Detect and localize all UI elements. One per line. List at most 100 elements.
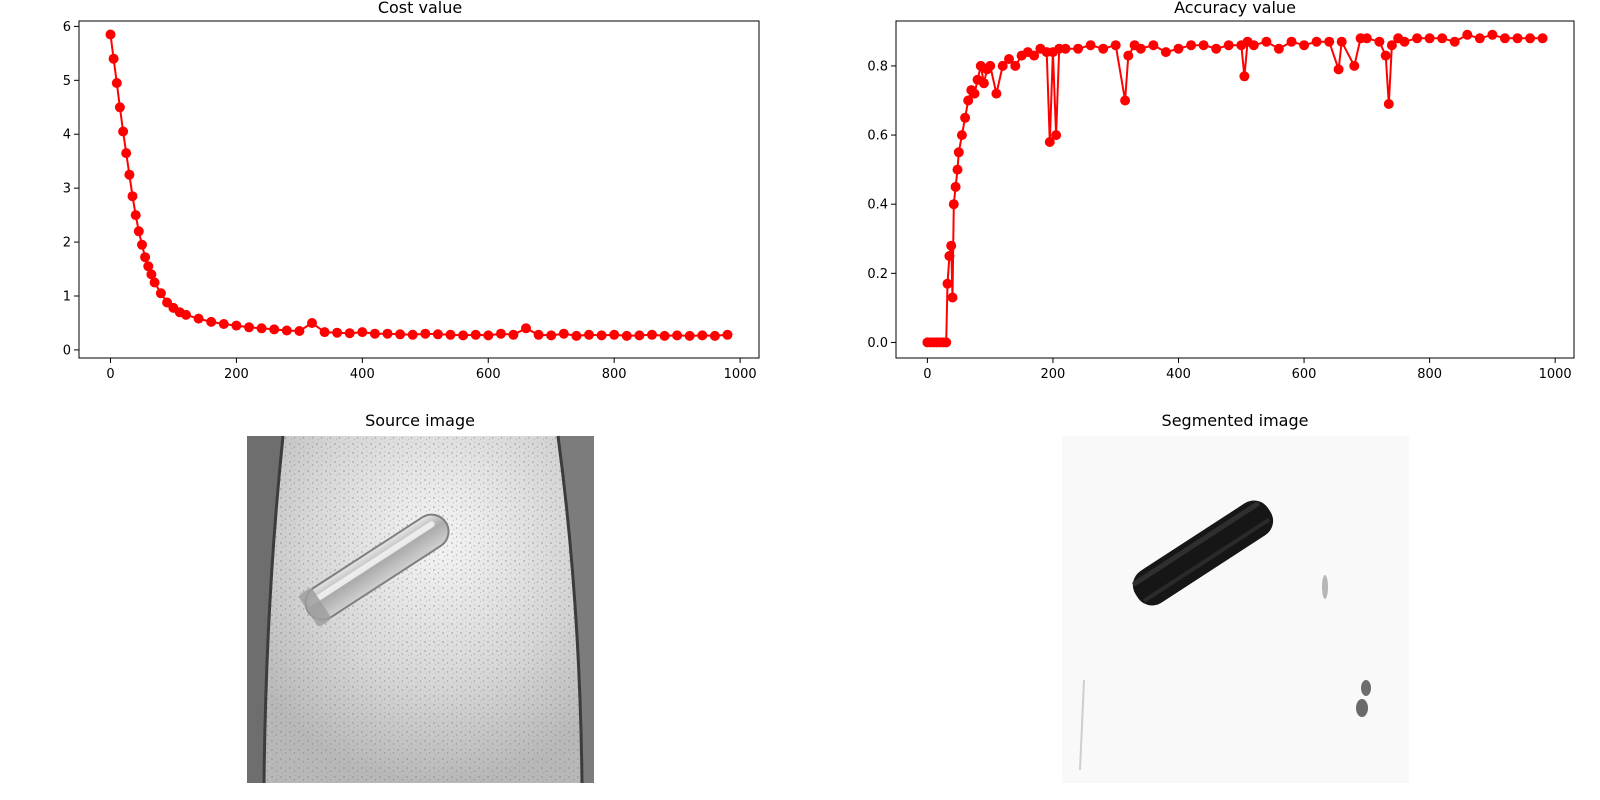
cost-data-point — [140, 252, 150, 262]
acc-data-point — [957, 130, 967, 140]
acc-x-tick-label: 400 — [1166, 367, 1191, 382]
cost-data-point — [609, 330, 619, 340]
cost-x-tick-label: 200 — [224, 367, 249, 382]
acc-data-point — [1211, 44, 1221, 54]
acc-data-point — [1412, 33, 1422, 43]
cost-data-point — [206, 317, 216, 327]
acc-data-point — [1239, 71, 1249, 81]
cost-y-axis: 0 1 2 3 4 5 6 — [63, 20, 79, 359]
acc-data-point — [1111, 40, 1121, 50]
acc-x-tick-label: 0 — [923, 367, 931, 382]
cost-data-point — [294, 326, 304, 336]
acc-data-point — [946, 241, 956, 251]
segmented-image-title: Segmented image — [1162, 411, 1309, 430]
segmented-image-panel: Segmented image — [1062, 411, 1409, 783]
cost-data-point — [156, 288, 166, 298]
acc-data-point — [1051, 130, 1061, 140]
cost-data-point — [446, 330, 456, 340]
cost-y-tick-label: 4 — [63, 128, 71, 143]
cost-data-point — [647, 330, 657, 340]
cost-data-point — [137, 240, 147, 250]
cost-data-point — [571, 331, 581, 341]
cost-data-point — [710, 331, 720, 341]
acc-y-tick-label: 0.6 — [867, 129, 888, 144]
cost-x-tick-label: 600 — [476, 367, 501, 382]
acc-data-point — [954, 147, 964, 157]
cost-x-tick-label: 0 — [106, 367, 114, 382]
acc-data-point — [1136, 44, 1146, 54]
cost-y-tick-label: 6 — [63, 20, 71, 35]
acc-y-tick-label: 0.2 — [867, 267, 888, 282]
acc-data-point — [951, 182, 961, 192]
cost-plot-title: Cost value — [378, 0, 462, 17]
cost-x-tick-label: 400 — [350, 367, 375, 382]
cost-data-point — [332, 328, 342, 338]
cost-data-point — [121, 148, 131, 158]
acc-data-point — [1437, 33, 1447, 43]
acc-data-point — [1374, 37, 1384, 47]
cost-y-tick-label: 3 — [63, 182, 71, 197]
cost-x-tick-label: 1000 — [724, 367, 757, 382]
acc-data-point — [1324, 37, 1334, 47]
acc-data-point — [1086, 40, 1096, 50]
cost-data-point — [128, 191, 138, 201]
acc-data-point — [1462, 30, 1472, 40]
acc-data-point — [949, 199, 959, 209]
cost-series-line — [111, 35, 728, 336]
acc-data-point — [1400, 37, 1410, 47]
cost-data-point — [634, 330, 644, 340]
acc-data-point — [1312, 37, 1322, 47]
accuracy-plot: Accuracy value 0.00.20.40.60.8 0 200 400 60… — [867, 0, 1574, 382]
cost-data-point — [597, 330, 607, 340]
cost-data-point — [660, 331, 670, 341]
acc-data-point — [1349, 61, 1359, 71]
cost-data-point — [194, 314, 204, 324]
accuracy-plot-frame — [896, 21, 1574, 358]
acc-data-point — [1061, 44, 1071, 54]
cost-data-point — [109, 54, 119, 64]
acc-data-point — [1123, 51, 1133, 61]
acc-data-point — [944, 251, 954, 261]
cost-data-point — [471, 330, 481, 340]
acc-x-tick-label: 200 — [1041, 367, 1066, 382]
cost-data-point — [257, 323, 267, 333]
acc-data-point — [1261, 37, 1271, 47]
cost-data-point — [112, 78, 122, 88]
segmented-image — [1062, 436, 1409, 783]
acc-data-point — [1513, 33, 1523, 43]
cost-data-point — [408, 330, 418, 340]
cost-plot: Cost value 0 1 2 3 4 5 6 0 200 400 600 800 1000 — [63, 0, 759, 382]
acc-series-line — [927, 35, 1542, 343]
acc-data-point — [960, 113, 970, 123]
acc-data-point — [970, 89, 980, 99]
acc-data-point — [1381, 51, 1391, 61]
acc-data-point — [1199, 40, 1209, 50]
cost-data-point — [395, 329, 405, 339]
cost-y-tick-label: 0 — [63, 343, 71, 358]
accuracy-plot-title: Accuracy value — [1174, 0, 1296, 17]
cost-data-point — [521, 323, 531, 333]
acc-y-tick-label: 0.4 — [867, 198, 888, 213]
cost-data-point — [118, 127, 128, 137]
cost-data-point — [124, 170, 134, 180]
cost-data-point — [269, 324, 279, 334]
acc-x-tick-label: 800 — [1417, 367, 1442, 382]
cost-data-point — [244, 322, 254, 332]
cost-data-point — [672, 330, 682, 340]
acc-data-point — [1148, 40, 1158, 50]
cost-data-point — [546, 330, 556, 340]
cost-data-point — [723, 330, 733, 340]
cost-data-point — [357, 327, 367, 337]
cost-data-point — [685, 331, 695, 341]
cost-data-point — [282, 326, 292, 336]
cost-data-point — [231, 321, 241, 331]
cost-data-point — [320, 327, 330, 337]
acc-data-point — [948, 293, 958, 303]
acc-data-point — [1384, 99, 1394, 109]
acc-data-point — [1525, 33, 1535, 43]
acc-data-point — [941, 337, 951, 347]
cost-data-point — [134, 226, 144, 236]
cost-data-point — [508, 330, 518, 340]
acc-data-point — [1334, 64, 1344, 74]
